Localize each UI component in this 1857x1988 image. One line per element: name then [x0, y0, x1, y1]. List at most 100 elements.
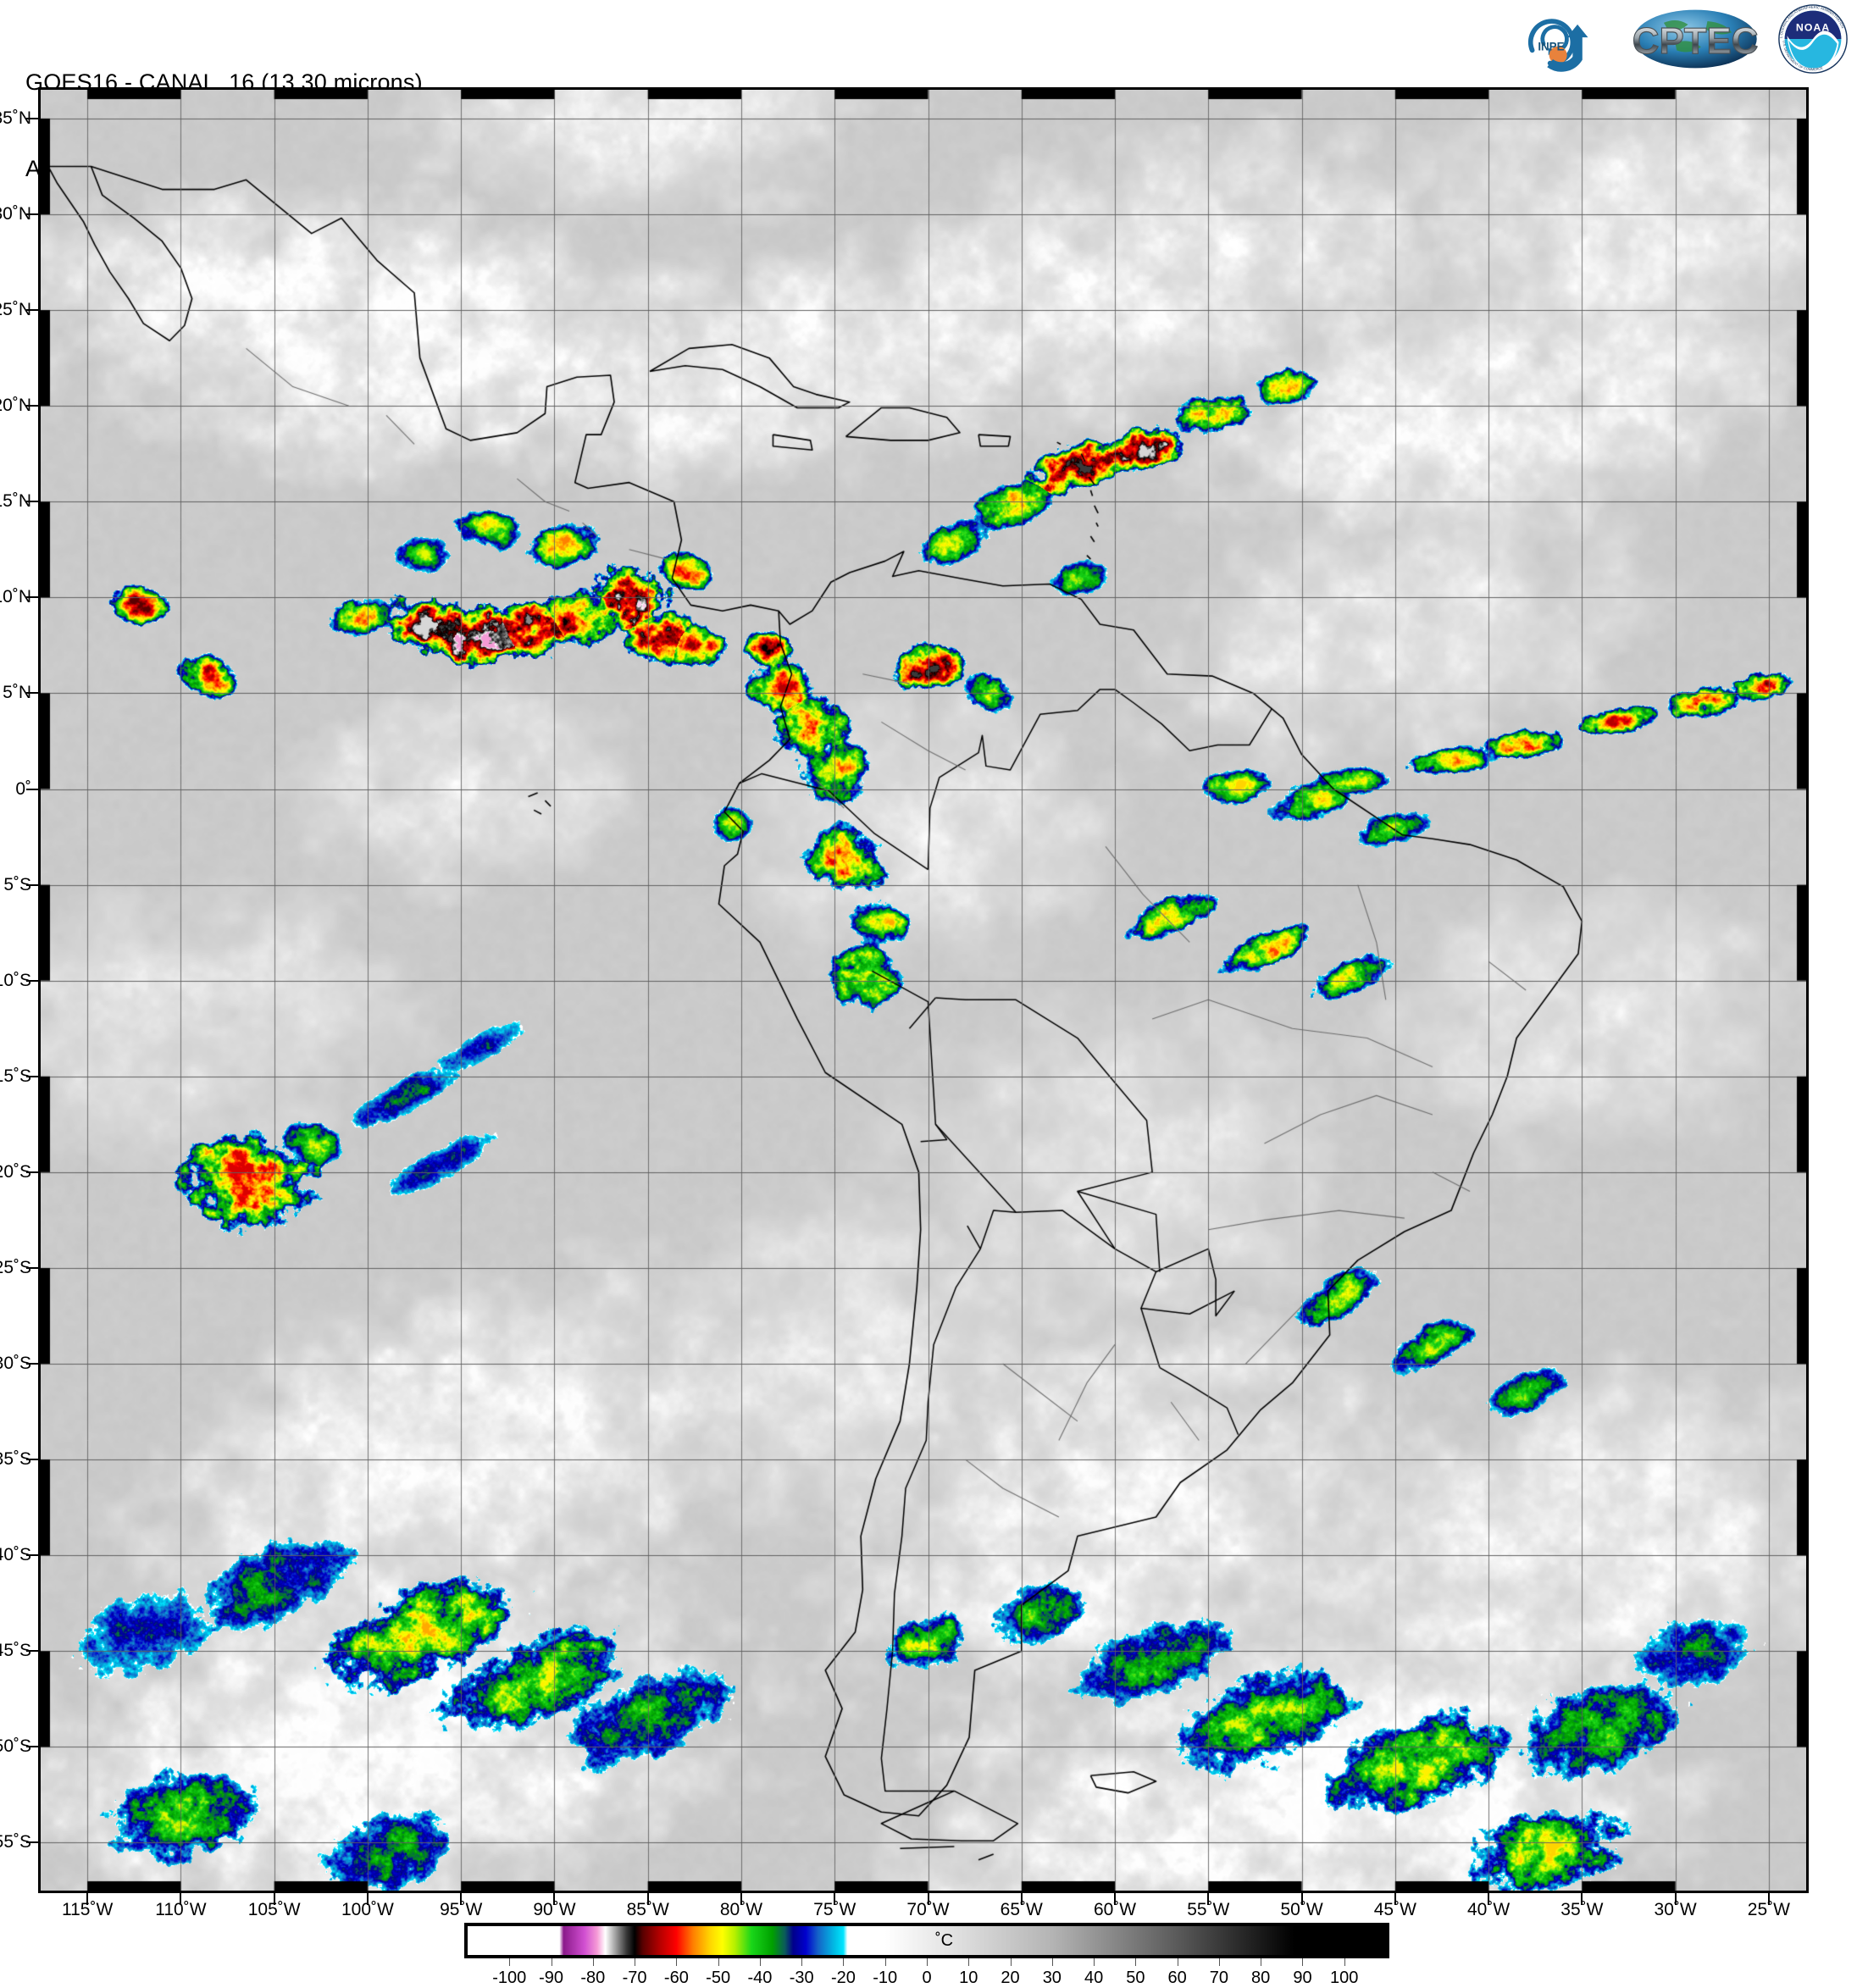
svg-text:INPE: INPE	[1538, 40, 1564, 53]
lon-label: 40˚W	[1467, 1900, 1511, 1919]
lat-label: 15˚N	[0, 491, 31, 512]
logo-bar: INPE CPTEC NOAA	[1508, 2, 1849, 76]
lat-tick	[26, 1650, 38, 1653]
lat-label: 50˚S	[0, 1736, 31, 1757]
lat-tick	[26, 788, 38, 790]
lon-label: 30˚W	[1654, 1900, 1697, 1919]
colorbar-tick	[592, 1958, 594, 1966]
colorbar-tick	[1094, 1958, 1095, 1966]
lat-label: 40˚S	[0, 1545, 31, 1565]
lat-label: 10˚S	[0, 970, 31, 990]
lat-tick	[26, 1746, 38, 1748]
colorbar-tick	[759, 1958, 761, 1966]
lat-tick	[26, 1554, 38, 1557]
lat-tick	[26, 692, 38, 695]
colorbar-tick	[509, 1958, 511, 1966]
lat-tick	[26, 1266, 38, 1269]
lat-tick	[26, 979, 38, 982]
svg-text:CPTEC: CPTEC	[1632, 20, 1758, 62]
lon-tick	[1767, 1893, 1770, 1905]
lat-tick	[26, 1841, 38, 1844]
colorbar-tick	[1010, 1958, 1012, 1966]
lat-tick	[26, 1075, 38, 1077]
lon-tick	[1114, 1893, 1117, 1905]
lat-tick	[26, 213, 38, 215]
colorbar-tick	[884, 1958, 886, 1966]
lat-label: 5˚N	[3, 683, 31, 703]
lon-tick	[460, 1893, 463, 1905]
colorbar-tick	[968, 1958, 970, 1966]
lon-label: 25˚W	[1747, 1900, 1790, 1919]
lon-tick	[740, 1893, 742, 1905]
lat-label: 35˚N	[0, 108, 31, 128]
lon-tick	[366, 1893, 369, 1905]
lat-tick	[26, 1363, 38, 1365]
lon-tick	[1581, 1893, 1583, 1905]
map-frame	[38, 87, 1809, 1893]
lon-tick	[1207, 1893, 1210, 1905]
colorbar[interactable]: -100 -90 -80 -70 -60 -50 -40 -30 -20 -10 0 10 20 30 40…	[464, 1923, 1389, 1987]
lon-label: 110˚W	[155, 1900, 207, 1919]
satellite-map[interactable]	[26, 87, 1809, 1905]
lat-label: 10˚N	[0, 587, 31, 607]
colorbar-tick	[1135, 1958, 1137, 1966]
lon-label: 115˚W	[61, 1900, 114, 1919]
lon-tick	[1300, 1893, 1303, 1905]
lon-label: 35˚W	[1560, 1900, 1604, 1919]
lon-tick	[86, 1893, 89, 1905]
lat-label: 20˚S	[0, 1161, 31, 1182]
colorbar-gradient	[468, 1926, 1386, 1955]
colorbar-tick	[1302, 1958, 1304, 1966]
colorbar-tick	[1344, 1958, 1345, 1966]
lat-label: 0˚	[15, 778, 31, 799]
lon-tick	[180, 1893, 182, 1905]
lon-tick	[646, 1893, 649, 1905]
lon-label: 65˚W	[1000, 1900, 1043, 1919]
lat-label: 30˚S	[0, 1354, 31, 1374]
lon-label: 100˚W	[341, 1900, 394, 1919]
lon-label: 80˚W	[719, 1900, 763, 1919]
lat-label: 45˚S	[0, 1641, 31, 1661]
lon-tick	[927, 1893, 929, 1905]
lat-label: 25˚N	[0, 300, 31, 320]
colorbar-tick	[676, 1958, 678, 1966]
lon-label: 60˚W	[1093, 1900, 1137, 1919]
colorbar-unit-label: ˚C	[935, 1931, 954, 1950]
lon-label: 75˚W	[813, 1900, 856, 1919]
lat-tick	[26, 883, 38, 886]
lon-label: 55˚W	[1187, 1900, 1230, 1919]
lon-label: 70˚W	[906, 1900, 950, 1919]
lat-label: 35˚S	[0, 1449, 31, 1470]
colorbar-tick	[1051, 1958, 1053, 1966]
lat-label: 25˚S	[0, 1257, 31, 1277]
lon-tick	[553, 1893, 556, 1905]
lat-tick	[26, 405, 38, 407]
cptec-logo: CPTEC	[1632, 9, 1759, 69]
lon-tick	[1020, 1893, 1023, 1905]
colorbar-tick	[801, 1958, 803, 1966]
colorbar-tick	[718, 1958, 719, 1966]
lat-label: 20˚N	[0, 396, 31, 416]
colorbar-tick-label: 100	[1330, 1969, 1359, 1987]
colorbar-tick	[927, 1958, 928, 1966]
lon-tick	[1394, 1893, 1396, 1905]
inpe-logo: INPE	[1527, 19, 1588, 72]
lon-label: 85˚W	[626, 1900, 669, 1919]
lat-tick	[26, 1459, 38, 1461]
svg-text:NOAA: NOAA	[1796, 21, 1830, 33]
lat-label: 5˚S	[3, 874, 31, 894]
lat-label: 15˚S	[0, 1066, 31, 1086]
lat-label: 55˚S	[0, 1832, 31, 1852]
satellite-image-canvas[interactable]	[41, 90, 1806, 1891]
noaa-logo: NOAA NATIONAL OCEANIC AND ATMOSPHERIC AD…	[1777, 3, 1848, 74]
lon-label: 90˚W	[533, 1900, 576, 1919]
lon-tick	[1674, 1893, 1677, 1905]
lon-tick	[273, 1893, 275, 1905]
lon-label: 45˚W	[1373, 1900, 1416, 1919]
lat-tick	[26, 501, 38, 503]
lat-tick	[26, 1171, 38, 1173]
colorbar-frame	[464, 1923, 1389, 1958]
lat-tick	[26, 596, 38, 599]
lon-label: 95˚W	[440, 1900, 483, 1919]
lat-tick	[26, 117, 38, 119]
